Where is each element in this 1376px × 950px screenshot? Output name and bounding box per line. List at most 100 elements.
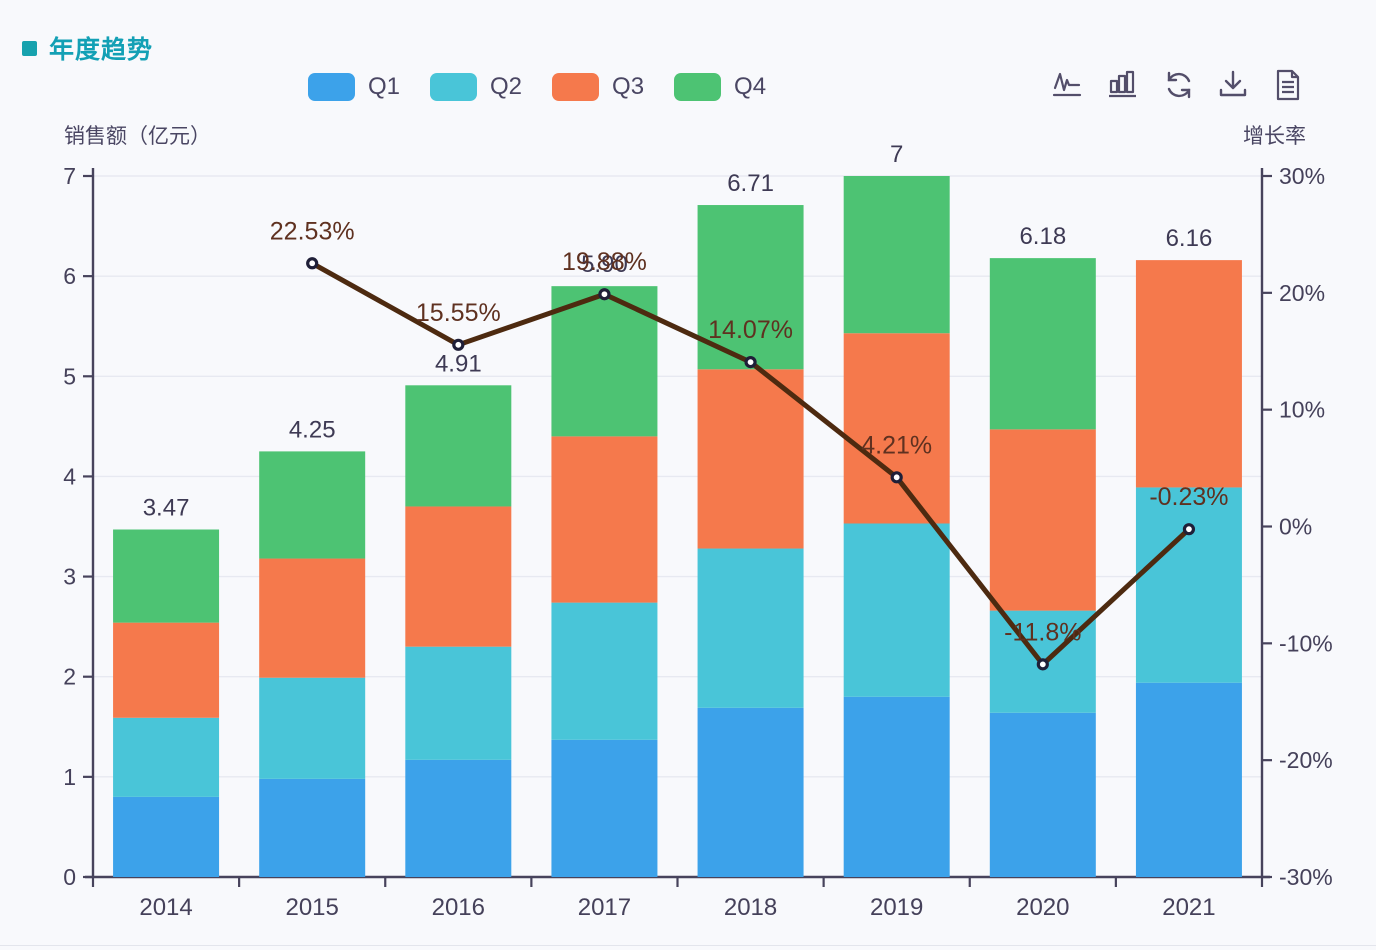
legend-label-q1: Q1 bbox=[368, 73, 401, 100]
bottom-divider bbox=[0, 945, 1376, 946]
bar-total-label: 7 bbox=[890, 141, 903, 168]
legend-swatch-q1 bbox=[308, 73, 355, 101]
growth-rate-label: 19.88% bbox=[562, 248, 647, 276]
bar-segment-2017-q2[interactable] bbox=[551, 602, 658, 740]
left-axis-tick-label: 0 bbox=[63, 864, 76, 890]
legend-label-q2: Q2 bbox=[490, 73, 523, 100]
right-axis-name: 增长率 bbox=[1243, 125, 1306, 148]
legend-item-q1[interactable]: Q1 bbox=[308, 73, 400, 101]
bar-segment-2016-q1[interactable] bbox=[405, 759, 512, 877]
bar-total-label: 6.16 bbox=[1166, 225, 1213, 252]
legend-item-q3[interactable]: Q3 bbox=[552, 73, 644, 101]
restore-icon[interactable] bbox=[1162, 68, 1194, 104]
growth-rate-label: 4.21% bbox=[861, 431, 932, 459]
x-axis-category-label: 2019 bbox=[870, 894, 923, 921]
growth-rate-marker-2019[interactable] bbox=[890, 471, 903, 484]
bar-segment-2018-q3[interactable] bbox=[697, 369, 804, 549]
legend-label-q4: Q4 bbox=[734, 73, 767, 100]
bar-segment-2020-q4[interactable] bbox=[989, 258, 1096, 430]
legend-swatch-q4 bbox=[674, 73, 722, 101]
x-axis-category-label: 2017 bbox=[578, 894, 631, 921]
bar-segment-2014-q3[interactable] bbox=[113, 622, 220, 718]
title-bullet-icon bbox=[22, 40, 37, 56]
legend-item-q2[interactable]: Q2 bbox=[430, 73, 522, 101]
growth-rate-label: 14.07% bbox=[708, 316, 793, 344]
bar-total-label: 6.71 bbox=[727, 170, 774, 197]
bar-segment-2020-q3[interactable] bbox=[989, 429, 1096, 611]
bar-segment-2017-q3[interactable] bbox=[551, 436, 658, 603]
bar-segment-2020-q1[interactable] bbox=[989, 712, 1096, 877]
legend-label-q3: Q3 bbox=[612, 73, 645, 100]
legend-swatch-q3 bbox=[552, 73, 600, 101]
bar-segment-2021-q2[interactable] bbox=[1135, 487, 1242, 683]
growth-rate-marker-2020[interactable] bbox=[1036, 658, 1049, 671]
left-axis-tick-label: 6 bbox=[63, 263, 76, 289]
bar-segment-2015-q1[interactable] bbox=[259, 778, 366, 877]
bar-segment-2017-q1[interactable] bbox=[551, 739, 658, 877]
right-axis-tick-label: 20% bbox=[1279, 280, 1325, 306]
x-axis-category-label: 2021 bbox=[1162, 894, 1215, 921]
bar-total-label: 5.90 bbox=[581, 251, 628, 278]
right-axis-tick-label: -10% bbox=[1279, 630, 1333, 656]
growth-rate-marker-2016[interactable] bbox=[452, 338, 465, 351]
x-axis-category-label: 2015 bbox=[285, 894, 338, 921]
bar-segment-2015-q3[interactable] bbox=[259, 558, 366, 678]
left-axis-tick-label: 4 bbox=[63, 463, 76, 489]
growth-rate-marker-2018[interactable] bbox=[744, 356, 757, 369]
bar-segment-2018-q4[interactable] bbox=[697, 205, 804, 370]
bar-segment-2019-q2[interactable] bbox=[843, 523, 950, 697]
bar-total-label: 4.91 bbox=[435, 350, 482, 377]
x-axis-category-label: 2014 bbox=[139, 894, 192, 921]
right-axis-tick-label: 30% bbox=[1279, 163, 1325, 189]
legend-swatch-q2 bbox=[430, 73, 478, 101]
right-axis-tick-label: 10% bbox=[1279, 397, 1325, 423]
bar-segment-2015-q2[interactable] bbox=[259, 677, 366, 779]
left-axis-tick-label: 3 bbox=[63, 564, 76, 590]
save-image-icon[interactable] bbox=[1217, 68, 1249, 104]
bar-segment-2016-q3[interactable] bbox=[405, 506, 512, 647]
bar-segment-2019-q4[interactable] bbox=[843, 176, 950, 334]
legend-item-q4[interactable]: Q4 bbox=[674, 73, 766, 101]
right-axis-tick-label: -20% bbox=[1279, 747, 1333, 773]
left-axis-name: 销售额（亿元） bbox=[64, 125, 211, 148]
bar-total-label: 6.18 bbox=[1019, 223, 1066, 250]
bar-chart-icon[interactable] bbox=[1107, 68, 1139, 104]
growth-rate-marker-2017[interactable] bbox=[598, 288, 611, 301]
growth-rate-label: -11.8% bbox=[1004, 618, 1081, 646]
growth-rate-label: 22.53% bbox=[270, 217, 355, 245]
chart-legend: Q1 Q2 Q3 Q4 bbox=[308, 73, 766, 101]
bar-segment-2019-q3[interactable] bbox=[843, 333, 950, 524]
growth-rate-label: 15.55% bbox=[416, 299, 501, 327]
data-view-icon[interactable] bbox=[1272, 68, 1304, 104]
growth-rate-marker-2015[interactable] bbox=[306, 257, 319, 270]
left-axis-tick-label: 1 bbox=[63, 764, 76, 790]
bar-total-label: 4.25 bbox=[289, 416, 336, 443]
chart-toolbox bbox=[1052, 68, 1304, 104]
left-axis-tick-label: 5 bbox=[63, 363, 76, 389]
growth-rate-marker-2021[interactable] bbox=[1182, 523, 1196, 536]
bar-segment-2014-q2[interactable] bbox=[113, 717, 220, 797]
bar-segment-2015-q4[interactable] bbox=[259, 451, 366, 559]
line-chart-icon[interactable] bbox=[1052, 68, 1084, 104]
bar-segment-2018-q1[interactable] bbox=[697, 707, 804, 877]
bar-segment-2016-q4[interactable] bbox=[405, 385, 512, 507]
page-title: 年度趋势 bbox=[49, 36, 154, 64]
bar-total-label: 3.47 bbox=[143, 495, 190, 522]
left-axis-tick-label: 7 bbox=[63, 163, 76, 189]
bar-segment-2021-q1[interactable] bbox=[1135, 682, 1242, 877]
bar-segment-2014-q4[interactable] bbox=[113, 529, 220, 623]
left-axis-tick-label: 2 bbox=[63, 664, 76, 690]
bar-segment-2019-q1[interactable] bbox=[843, 696, 950, 877]
bar-segment-2018-q2[interactable] bbox=[697, 548, 804, 708]
growth-rate-label: -0.23% bbox=[1149, 483, 1228, 511]
x-axis-category-label: 2018 bbox=[724, 894, 777, 921]
x-axis-category-label: 2020 bbox=[1016, 894, 1069, 921]
panel-title-row: 年度趋势 bbox=[22, 30, 153, 66]
x-axis-category-label: 2016 bbox=[432, 894, 485, 921]
bar-segment-2021-q3[interactable] bbox=[1135, 260, 1242, 488]
right-axis-tick-label: 0% bbox=[1279, 514, 1312, 540]
bar-segment-2014-q1[interactable] bbox=[113, 796, 220, 877]
bar-segment-2016-q2[interactable] bbox=[405, 646, 512, 760]
